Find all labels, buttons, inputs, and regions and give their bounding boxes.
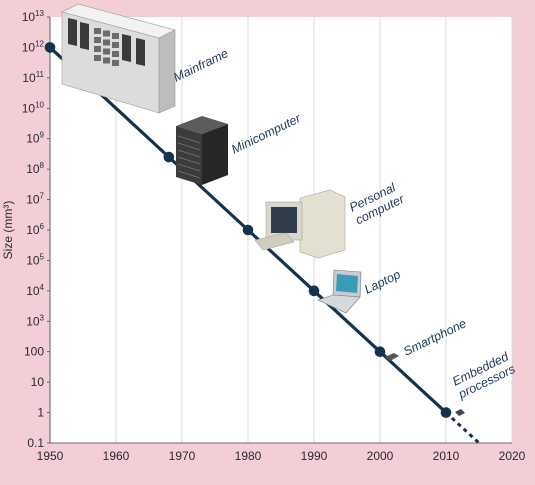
mainframe-tape: [103, 57, 110, 64]
y-tick-label: 100: [24, 345, 44, 359]
mini-slot: [177, 170, 201, 179]
mini-top: [176, 116, 228, 134]
laptop-illustration: [317, 269, 362, 314]
y-tick-label: 107: [26, 192, 44, 207]
mainframe-tape: [94, 55, 101, 61]
chip-illustration: [455, 409, 465, 416]
mainframe-tape: [103, 30, 110, 37]
mainframe-panel: [122, 34, 131, 62]
y-tick-label: 106: [26, 222, 44, 237]
trend-line: [48, 46, 448, 414]
mini-slot: [177, 142, 201, 151]
y-tick-label: 108: [26, 161, 44, 176]
mini-slot: [177, 163, 201, 172]
x-tick-label: 2020: [499, 449, 526, 463]
mainframe-tape: [112, 42, 119, 48]
y-tick-label: 105: [26, 252, 44, 267]
y-tick-label: 1013: [22, 9, 45, 24]
y-tick-label: 1011: [22, 70, 44, 85]
y-tick-label: 0.1: [27, 436, 44, 450]
pc-keyboard: [254, 232, 295, 251]
mainframe-panel: [68, 18, 77, 46]
mainframe-panel: [136, 38, 145, 66]
x-tick-label: 2010: [433, 449, 460, 463]
x-tick-label: 1980: [235, 449, 262, 463]
data-point: [374, 346, 386, 358]
y-tick-label: 10: [31, 375, 45, 389]
laptop-screen: [336, 274, 358, 293]
y-axis-title: Size (mm³): [1, 201, 15, 260]
minicomputer-illustration: [176, 116, 228, 185]
y-tick-label: 103: [26, 313, 44, 328]
y-tick-label: 1010: [22, 100, 45, 115]
y-tick-label: 1: [37, 406, 44, 420]
data-point: [440, 407, 452, 418]
mini-slot: [177, 149, 201, 158]
laptop-base: [317, 294, 361, 314]
x-tick-label: 1960: [103, 449, 130, 463]
mini-slot: [177, 135, 201, 144]
data-point: [242, 224, 254, 236]
mainframe-tape: [103, 48, 110, 55]
y-tick-label: 109: [26, 131, 44, 146]
mainframe-tape: [94, 28, 101, 34]
pc-screen: [271, 207, 297, 233]
mainframe-tape: [94, 37, 101, 43]
mainframe-tape: [112, 33, 119, 39]
x-tick-label: 1970: [169, 449, 196, 463]
y-tick-label: 104: [26, 283, 44, 298]
mainframe-tape: [103, 39, 110, 46]
x-tick-label: 1950: [37, 449, 64, 463]
mini-side: [202, 124, 228, 185]
mainframe-tape: [112, 51, 119, 57]
data-point: [163, 151, 175, 163]
pc-illustration: [254, 189, 346, 259]
mini-front: [176, 126, 202, 185]
x-tick-label: 2000: [367, 449, 394, 463]
x-tick-label: 1990: [301, 449, 328, 463]
smartphone-illustration: [385, 353, 399, 361]
data-point: [308, 285, 320, 297]
mainframe-tape: [112, 60, 119, 66]
mini-slot: [177, 156, 201, 165]
y-tick-label: 1012: [22, 39, 45, 54]
mainframe-illustration: [61, 3, 176, 114]
data-point: [44, 42, 56, 53]
mainframe-panel: [80, 22, 89, 50]
pc-tower: [299, 189, 346, 259]
mainframe-tape: [94, 46, 101, 52]
